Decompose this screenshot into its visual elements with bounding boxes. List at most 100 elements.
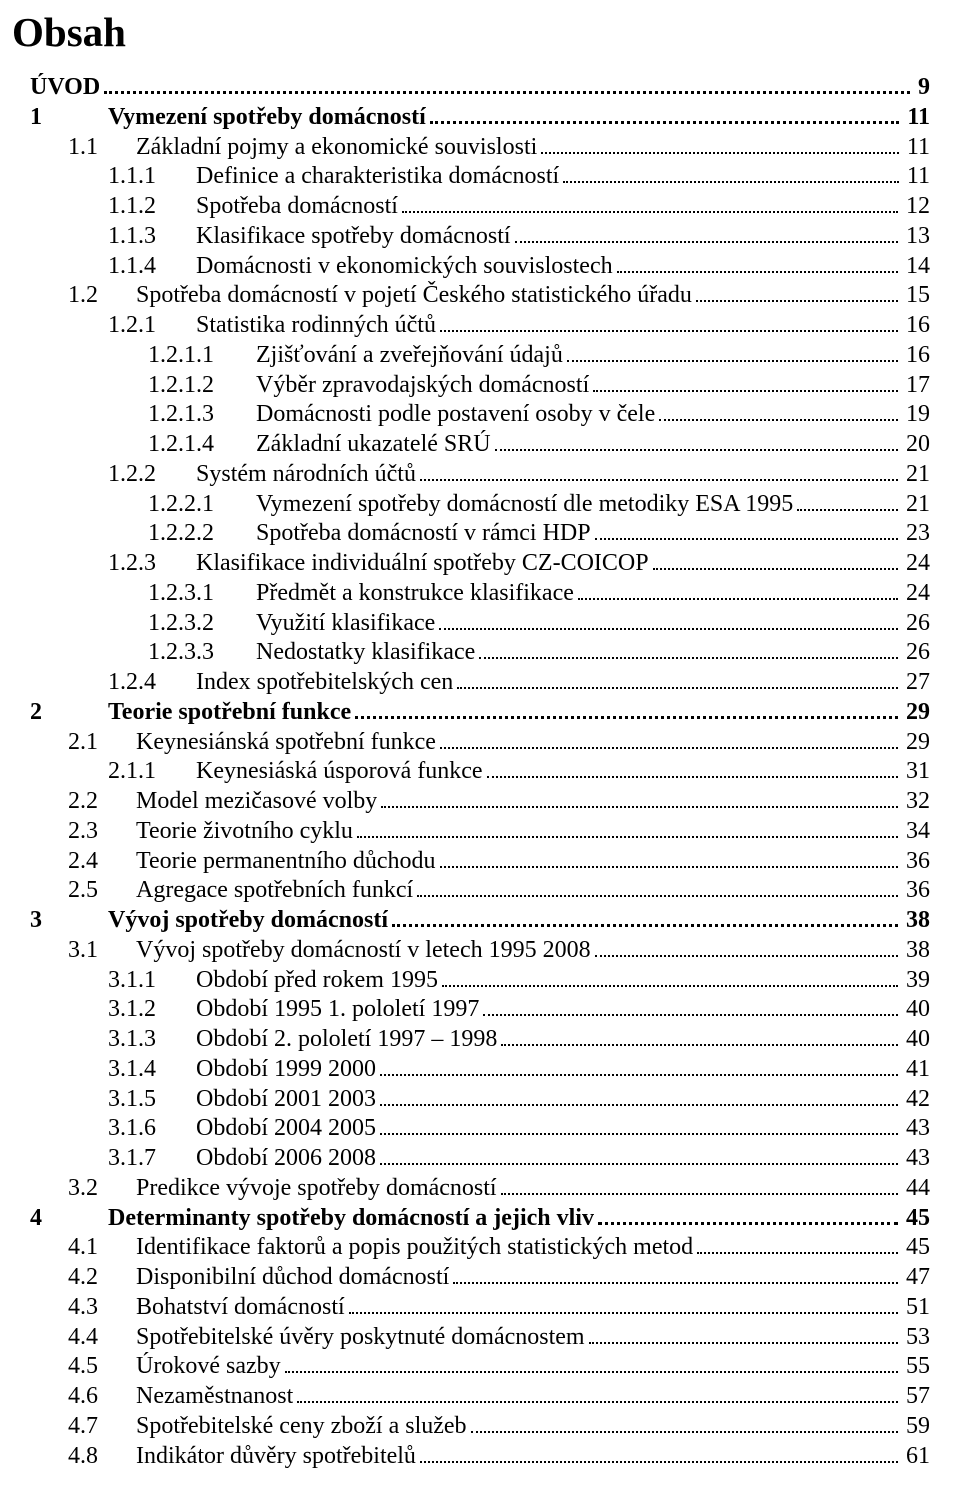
toc-entry-number: 3.1.2 (108, 995, 196, 1025)
toc-entry-label: Předmět a konstrukce klasifikace (256, 579, 574, 609)
toc-entry-page: 57 (902, 1382, 930, 1412)
toc-entry-page: 59 (902, 1412, 930, 1442)
toc-entry-page: 36 (902, 847, 930, 877)
toc-entry: 4.5Úrokové sazby55 (12, 1352, 930, 1382)
toc-leader (355, 698, 898, 719)
toc-leader (417, 877, 898, 897)
toc-entry-page: 47 (902, 1263, 930, 1293)
toc-entry-page: 14 (902, 252, 930, 282)
toc-entry-page: 53 (902, 1323, 930, 1353)
toc-entry-page: 13 (902, 222, 930, 252)
toc-entry-page: 61 (902, 1442, 930, 1472)
toc-entry-label: Domácnosti v ekonomických souvislostech (196, 252, 613, 282)
toc-leader (380, 1145, 898, 1165)
toc-entry-number: 4.3 (68, 1293, 136, 1323)
toc-entry-number: 1.2.1 (108, 311, 196, 341)
toc-leader (483, 996, 898, 1016)
toc-entry-label: Keynesiánská spotřební funkce (136, 728, 436, 758)
toc-entry-page: 24 (902, 549, 930, 579)
toc-leader (440, 312, 898, 332)
toc-entry-label: Výběr zpravodajských domácností (256, 371, 589, 401)
toc-entry-number: 1.2.3.3 (148, 638, 256, 668)
toc-entry-number: 1.1.4 (108, 252, 196, 282)
toc-entry: 4.6Nezaměstnanost57 (12, 1382, 930, 1412)
toc-entry: 2Teorie spotřební funkce29 (12, 698, 930, 728)
toc-leader (797, 491, 898, 511)
toc-entry-label: Agregace spotřebních funkcí (136, 876, 413, 906)
toc-leader (430, 103, 900, 124)
toc-entry: 2.4Teorie permanentního důchodu36 (12, 847, 930, 877)
toc-entry: 1.2.1.4Základní ukazatelé SRÚ20 (12, 430, 930, 460)
toc-leader (104, 73, 910, 94)
toc-leader (598, 1204, 898, 1225)
toc-entry-page: 11 (903, 133, 930, 163)
toc-entry-number: 3.1.5 (108, 1085, 196, 1115)
toc-leader (349, 1294, 898, 1314)
toc-entry-label: Nedostatky klasifikace (256, 638, 475, 668)
toc-entry: 3.1.5Období 2001 200342 (12, 1085, 930, 1115)
toc-leader (380, 1086, 898, 1106)
toc-entry: 2.2Model mezičasové volby32 (12, 787, 930, 817)
toc-leader (595, 937, 898, 957)
toc-entry: 1.2.4Index spotřebitelských cen27 (12, 668, 930, 698)
toc-leader (439, 610, 898, 630)
toc-leader (440, 729, 898, 749)
toc-entry: 1.1.1Definice a charakteristika domácnos… (12, 162, 930, 192)
toc-entry-label: Teorie spotřební funkce (108, 698, 351, 728)
toc-entry-page: 39 (902, 966, 930, 996)
toc-entry: 3.1.4Období 1999 200041 (12, 1055, 930, 1085)
toc-leader (501, 1026, 898, 1046)
toc-entry-number: 4.1 (68, 1233, 136, 1263)
toc-entry-page: 11 (903, 162, 930, 192)
toc-entry-page: 15 (902, 281, 930, 311)
toc-leader (653, 550, 898, 570)
toc-entry-label: Spotřebitelské ceny zboží a služeb (136, 1412, 467, 1442)
toc-entry: 4.4Spotřebitelské úvěry poskytnuté domác… (12, 1323, 930, 1353)
toc-entry-label: Teorie životního cyklu (136, 817, 353, 847)
toc-entry-number: 4.2 (68, 1263, 136, 1293)
toc-entry: 4Determinanty spotřeby domácností a jeji… (12, 1204, 930, 1234)
toc-entry-page: 11 (903, 103, 930, 133)
toc-leader (453, 1264, 898, 1284)
toc-entry-number: 1.2.1.3 (148, 400, 256, 430)
toc-entry-page: 32 (902, 787, 930, 817)
toc-entry-label: Využití klasifikace (256, 609, 435, 639)
toc-entry: 2.1Keynesiánská spotřební funkce29 (12, 728, 930, 758)
toc-entry-label: Keynesiáská úsporová funkce (196, 757, 483, 787)
toc-entry-page: 9 (914, 73, 930, 103)
toc-entry-label: Období 1995 1. pololetí 1997 (196, 995, 479, 1025)
toc-entry-label: Úrokové sazby (136, 1352, 281, 1382)
toc-entry: 1.1.3Klasifikace spotřeby domácností13 (12, 222, 930, 252)
toc-entry-number: 1.2.3.1 (148, 579, 256, 609)
toc-entry-page: 38 (902, 906, 930, 936)
toc-entry-number: 1.2.3.2 (148, 609, 256, 639)
toc-leader (285, 1353, 898, 1373)
toc-entry-page: 23 (902, 519, 930, 549)
toc-entry: 4.1Identifikace faktorů a popis použitýc… (12, 1233, 930, 1263)
toc-entry: 1.2.1Statistika rodinných účtů16 (12, 311, 930, 341)
toc-entry-label: Vymezení spotřeby domácností (108, 103, 426, 133)
toc-entry-label: Základní ukazatelé SRÚ (256, 430, 491, 460)
toc-entry-label: Období 2006 2008 (196, 1144, 376, 1174)
toc-entry-page: 20 (902, 430, 930, 460)
toc-entry: 3Vývoj spotřeby domácností38 (12, 906, 930, 936)
toc-entry-label: Období před rokem 1995 (196, 966, 438, 996)
toc-entry-number: 1.2.1.1 (148, 341, 256, 371)
toc-entry: 2.3Teorie životního cyklu34 (12, 817, 930, 847)
toc-leader (442, 967, 898, 987)
toc-entry: 1.2.3Klasifikace individuální spotřeby C… (12, 549, 930, 579)
toc-leader (541, 134, 899, 154)
toc-leader (515, 223, 898, 243)
toc-entry-page: 16 (902, 341, 930, 371)
toc-entry-page: 12 (902, 192, 930, 222)
toc-leader (589, 1324, 898, 1344)
toc-entry-label: Index spotřebitelských cen (196, 668, 453, 698)
toc-entry-label: Spotřeba domácností v rámci HDP (256, 519, 591, 549)
toc-entry-number: 3.1 (68, 936, 136, 966)
toc-entry-label: Spotřebitelské úvěry poskytnuté domácnos… (136, 1323, 585, 1353)
toc-entry-page: 29 (902, 698, 930, 728)
toc-entry-page: 21 (902, 490, 930, 520)
toc-entry-page: 45 (902, 1233, 930, 1263)
toc-entry-label: Základní pojmy a ekonomické souvislosti (136, 133, 537, 163)
toc-entry-page: 40 (902, 995, 930, 1025)
